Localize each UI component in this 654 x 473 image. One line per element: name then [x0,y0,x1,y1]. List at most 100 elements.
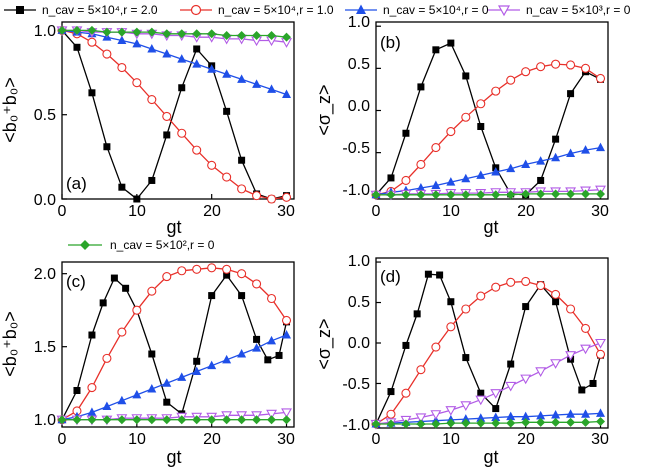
x-tick-label-b-0: 0 [372,203,381,220]
x-tick-label-c-2: 20 [203,431,221,448]
y-axis-label-a: <b₀⁺b₀> [0,77,20,143]
data-point-1-s1-11 [537,176,545,184]
data-point-0-s2-13 [252,191,262,201]
x-ticks-b: 0 10 20 30 [372,203,609,220]
marks-c [56,263,292,427]
data-point-0-s5-1 [72,25,82,35]
data-point-1-s1-12 [552,135,560,143]
plot-area-c [61,261,295,428]
series-line-3-s4 [375,342,601,425]
data-point-2-s5-4 [117,415,127,425]
data-point-0-s2-15 [281,192,292,202]
data-point-0-s3-5 [132,38,142,48]
data-point-0-s5-15 [282,32,292,42]
data-point-3-s1-16 [589,379,597,387]
data-point-0-s2-7 [162,111,172,121]
marks-b [370,25,606,201]
data-point-0-s3-14 [267,84,277,93]
data-point-0-s5-8 [177,29,187,39]
data-point-1-s5-4 [431,190,441,200]
legend-entry-s4: n_cav = 5×10³,r = 0 [488,3,631,17]
data-point-0-s5-0 [57,25,67,35]
x-tick-label-b-3: 30 [591,203,609,220]
data-point-0-s1-11 [223,107,231,115]
data-point-3-s4-4 [430,410,442,420]
data-point-2-s3-15 [282,330,292,339]
data-point-2-s1-3 [99,299,107,307]
data-point-3-s1-5 [436,271,444,279]
data-point-3-s1-2 [402,341,410,349]
data-point-1-s3-15 [596,142,606,152]
data-point-2-s2-9 [192,264,202,274]
data-point-3-s5-4 [431,419,441,429]
panel-label-c: (c) [66,272,86,291]
data-point-3-s2-9 [506,277,516,287]
data-point-3-s5-2 [401,419,411,429]
panel-b: 0 10 20 30 -1.0 -0.5 0.0 0.5 1.0 gt <σ_z… [314,14,609,237]
x-tick-label-d-0: 0 [372,431,381,448]
data-point-1-s2-2 [401,175,411,186]
data-point-3-s4-14 [580,344,591,355]
data-point-1-s2-7 [476,99,486,109]
y-ticks-d: -1.0 -0.5 0.0 0.5 1.0 [342,253,370,434]
data-point-2-s5-15 [282,415,292,425]
data-point-3-s2-7 [476,291,486,301]
data-point-3-s2-11 [536,280,546,291]
series-line-1-s3 [375,146,601,196]
data-point-1-s3-12 [551,152,561,162]
x-tick-label-d-1: 10 [442,431,460,448]
data-point-3-s5-9 [506,418,516,428]
y-ticks-c: 1.0 1.5 2.0 [34,266,56,429]
plot-area-a [61,21,295,200]
data-point-2-s1-5 [122,284,130,292]
data-point-2-s3-2 [87,407,97,416]
data-point-0-s2-10 [207,160,217,170]
data-point-3-s5-7 [476,418,486,428]
data-point-0-s5-13 [252,30,262,40]
data-point-2-s2-7 [162,272,172,282]
y-tick-label-d-2: 0.0 [348,335,370,352]
data-point-3-s2-2 [401,388,411,398]
data-point-0-s5-12 [237,30,247,40]
data-point-2-s5-8 [177,415,187,425]
data-point-1-s1-7 [477,123,485,131]
data-point-0-s5-10 [207,29,217,39]
data-point-1-s3-10 [521,159,531,168]
y-tick-label-b-3: 0.5 [348,56,370,73]
data-point-1-s2-10 [521,67,531,77]
data-point-1-s1-6 [462,72,470,80]
data-point-3-s1-7 [462,354,470,362]
x-tick-label-a-0: 0 [58,203,67,220]
data-point-3-s5-14 [581,417,591,427]
data-point-2-s1-4 [110,274,118,282]
data-point-0-s3-11 [222,69,232,78]
y-tick-label-c-0: 1.0 [34,412,56,429]
x-ticks-d: 0 10 20 30 [372,431,609,448]
data-point-2-s5-9 [192,415,202,425]
data-point-0-s3-8 [177,54,187,63]
data-point-3-s4-15 [595,338,606,349]
legend-marker-s2 [190,4,202,16]
x-axis-label-c: gt [166,447,181,467]
data-point-2-s5-1 [72,415,82,425]
x-axis-label-d: gt [483,447,498,467]
data-point-0-s2-5 [132,78,142,88]
data-point-1-s5-1 [386,190,396,200]
data-point-2-s2-5 [132,305,142,315]
data-point-2-s3-12 [237,348,247,358]
series-line-3-s3 [375,412,601,425]
data-point-2-s3-11 [222,354,232,364]
data-point-2-s3-14 [267,335,277,345]
data-point-3-s3-14 [581,409,591,418]
legend-label-s1: n_cav = 5×10⁴,r = 2.0 [42,3,158,17]
data-point-2-s2-13 [252,279,262,289]
data-point-2-s1-2 [88,331,96,339]
legend-entry-s1: n_cav = 5×10⁴,r = 2.0 [4,3,158,17]
data-point-3-s1-4 [424,270,432,278]
data-point-1-s2-15 [595,73,606,84]
data-point-2-s5-10 [207,415,217,425]
data-point-2-s1-11 [208,292,216,300]
y-tick-label-c-2: 2.0 [34,266,56,283]
x-tick-label-d-2: 20 [517,431,535,448]
